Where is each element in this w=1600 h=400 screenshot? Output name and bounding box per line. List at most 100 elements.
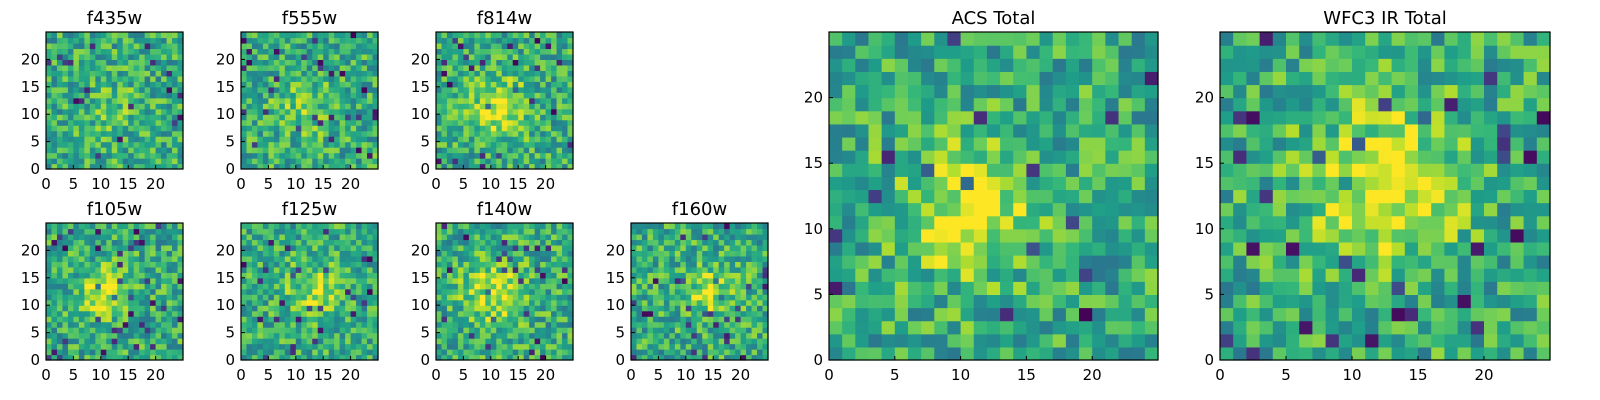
heatmap-cell — [290, 103, 297, 110]
heatmap-cell — [540, 343, 547, 350]
heatmap-cell — [641, 233, 649, 241]
heatmap-cell — [501, 338, 508, 345]
heatmap-cell — [718, 349, 725, 356]
heatmap-cell — [257, 147, 264, 154]
heatmap-cell — [446, 283, 454, 290]
heatmap-cell — [641, 266, 649, 273]
heatmap-cell — [702, 343, 709, 350]
heatmap-cell — [367, 343, 374, 350]
heatmap-cell — [1039, 215, 1054, 230]
heatmap-cell — [166, 32, 173, 39]
heatmap-cell — [474, 223, 481, 230]
heatmap-cell — [268, 299, 275, 306]
heatmap-cell — [95, 338, 102, 345]
heatmap-cell — [106, 108, 113, 115]
heatmap-cell — [161, 321, 168, 328]
heatmap-cell — [350, 288, 357, 295]
heatmap-cell — [751, 354, 758, 361]
heatmap-cell — [345, 272, 352, 279]
heatmap-cell — [257, 163, 264, 170]
heatmap-cell — [556, 266, 563, 273]
heatmap-cell — [323, 53, 330, 60]
heatmap-cell — [567, 158, 574, 165]
heatmap-cell — [452, 288, 459, 295]
heatmap-cell — [262, 294, 269, 301]
heatmap-cell — [479, 81, 486, 88]
heatmap-cell — [881, 333, 896, 348]
heatmap-cell — [490, 97, 497, 104]
heatmap-cell — [1079, 320, 1093, 335]
heatmap-cell — [172, 277, 179, 284]
heatmap-cell — [636, 261, 643, 268]
heatmap-cell — [457, 223, 464, 230]
heatmap-cell — [507, 272, 514, 279]
heatmap-cell — [273, 158, 280, 165]
heatmap-cell — [631, 321, 638, 328]
heatmap-cell — [474, 338, 481, 345]
heatmap-cell — [881, 281, 896, 295]
heatmap-cell — [707, 338, 714, 345]
heatmap-cell — [51, 42, 58, 50]
heatmap-cell — [251, 81, 259, 88]
heatmap-cell — [339, 244, 346, 251]
heatmap-cell — [713, 272, 720, 279]
x-tick-label: 5 — [459, 175, 469, 193]
heatmap-cell — [485, 349, 492, 356]
heatmap-cell — [328, 119, 335, 126]
heatmap-cell — [334, 32, 341, 39]
heatmap-cell — [312, 147, 319, 154]
heatmap-cell — [133, 158, 140, 165]
heatmap-cell — [295, 125, 302, 132]
heatmap-cell — [523, 321, 530, 328]
heatmap-cell — [78, 266, 85, 273]
heatmap-cell — [166, 316, 173, 323]
heatmap-cell — [842, 136, 856, 151]
heatmap-cell — [78, 288, 85, 295]
heatmap-cell — [257, 332, 264, 339]
heatmap-cell — [323, 228, 330, 235]
heatmap-cell — [1131, 228, 1146, 243]
heatmap-cell — [490, 92, 497, 99]
heatmap-cell — [545, 294, 552, 301]
heatmap-cell — [241, 272, 248, 279]
heatmap-cell — [523, 223, 530, 230]
heatmap-cell — [89, 81, 96, 88]
heatmap-cell — [960, 281, 975, 295]
heatmap-cell — [567, 136, 574, 143]
heatmap-cell — [128, 283, 135, 290]
heatmap-cell — [479, 163, 486, 170]
heatmap-cell — [133, 59, 140, 66]
heatmap-cell — [674, 349, 681, 356]
heatmap-cell — [150, 321, 157, 328]
heatmap-cell — [523, 163, 530, 170]
heatmap-cell — [284, 288, 291, 295]
heatmap-cell — [262, 261, 269, 268]
heatmap-cell — [279, 108, 286, 115]
heatmap-cell — [567, 103, 574, 110]
heatmap-cell — [301, 86, 308, 93]
heatmap-cell — [89, 147, 96, 154]
heatmap-cell — [1052, 189, 1067, 204]
heatmap-cell — [262, 92, 269, 99]
heatmap-cell — [306, 223, 313, 230]
heatmap-cell — [356, 103, 363, 110]
heatmap-cell — [713, 310, 720, 317]
heatmap-cell — [328, 338, 335, 345]
heatmap-cell — [361, 239, 368, 246]
heatmap-cell — [356, 70, 363, 77]
heatmap-cell — [350, 294, 357, 301]
heatmap-cell — [350, 108, 357, 115]
heatmap-cell — [441, 261, 448, 268]
heatmap-cell — [350, 70, 357, 77]
heatmap-cell — [301, 305, 308, 312]
heatmap-cell — [161, 250, 168, 257]
heatmap-cell — [78, 163, 85, 170]
heatmap-cell — [128, 130, 135, 137]
heatmap-cell — [328, 283, 335, 290]
heatmap-cell — [334, 272, 341, 279]
heatmap-cell — [262, 223, 269, 230]
heatmap-cell — [436, 152, 443, 159]
heatmap-cell — [144, 244, 151, 251]
heatmap-cell — [534, 48, 541, 55]
heatmap-cell — [328, 97, 335, 104]
